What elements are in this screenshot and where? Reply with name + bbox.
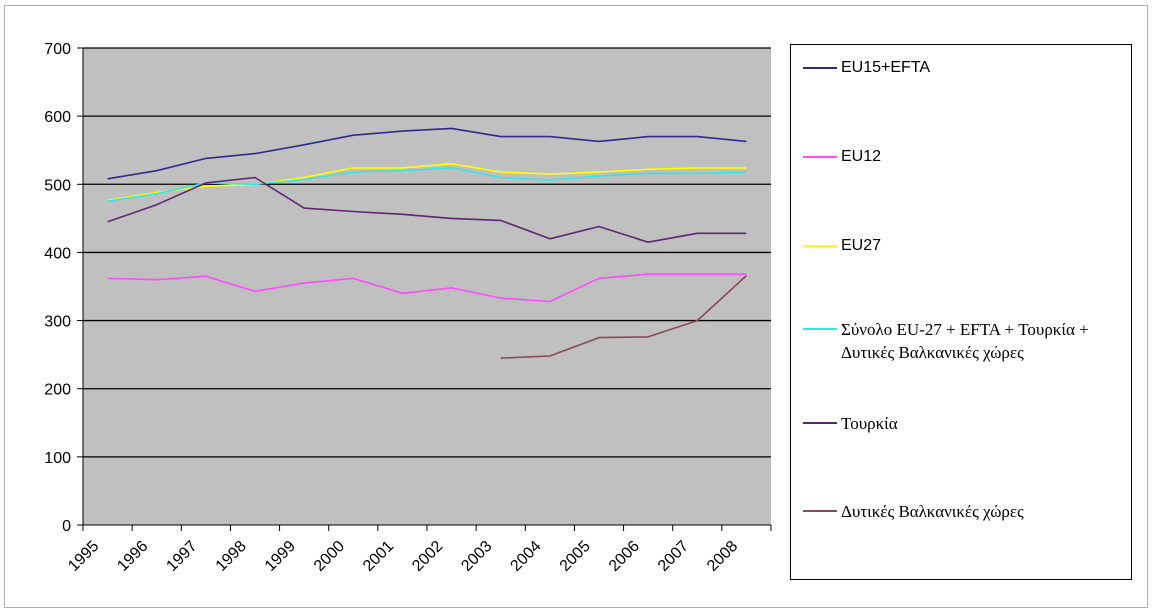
legend-swatch [803,328,837,330]
legend-swatch [803,510,837,512]
legend-item: EU12 [803,146,1121,168]
series-line [107,163,747,202]
series-line [107,273,747,303]
x-tick-label: 1996 [114,538,151,575]
chart-frame [4,5,1148,608]
legend-swatch [803,422,837,424]
series-line [107,127,747,180]
y-tick-label: 200 [44,382,71,399]
legend-swatch [803,245,837,247]
legend-label: EU15+EFTA [841,59,931,76]
legend-item: Τουρκία [803,412,1121,435]
x-tick-label: 2004 [507,538,544,575]
x-tick-label: 2000 [311,538,348,575]
x-tick-label: 2006 [606,538,643,575]
x-tick-label: 1999 [262,538,299,575]
legend-label: EU27 [841,237,882,254]
series-line [107,176,747,243]
x-tick-label: 1995 [65,538,102,575]
plot-area [83,48,771,525]
x-tick-label: 2001 [360,538,397,575]
x-tick-label: 2003 [458,538,495,575]
legend-item: Δυτικές Βαλκανικές χώρες [803,500,1121,523]
legend-swatch [803,156,837,158]
y-tick-label: 100 [44,450,71,467]
legend-swatch [803,67,837,69]
x-tick-label: 2008 [704,538,741,575]
y-tick-label: 700 [44,41,71,58]
x-tick-label: 2005 [557,538,594,575]
legend-item: EU15+EFTA [803,57,1121,79]
x-tick-label: 2007 [655,538,692,575]
legend-label: Σύνολο EU-27 + EFTA + Τουρκία + Δυτικές … [841,320,1089,362]
x-tick-label: 2002 [409,538,446,575]
legend-item: EU27 [803,235,1121,257]
x-tick-label: 1998 [213,538,250,575]
y-tick-label: 600 [44,109,71,126]
legend-item: Σύνολο EU-27 + EFTA + Τουρκία + Δυτικές … [803,318,1121,364]
y-tick-label: 0 [62,518,71,535]
legend-label: Δυτικές Βαλκανικές χώρες [841,502,1024,521]
x-tick-label: 1997 [163,538,200,575]
legend: EU15+EFTA EU12 EU27 Σύνολο EU-27 + EFTA … [790,44,1132,580]
y-tick-label: 300 [44,314,71,331]
series-line [500,275,747,359]
y-tick-label: 400 [44,245,71,262]
series-line [107,167,747,203]
legend-label: Τουρκία [841,414,898,433]
y-tick-label: 500 [44,177,71,194]
legend-label: EU12 [841,148,882,165]
